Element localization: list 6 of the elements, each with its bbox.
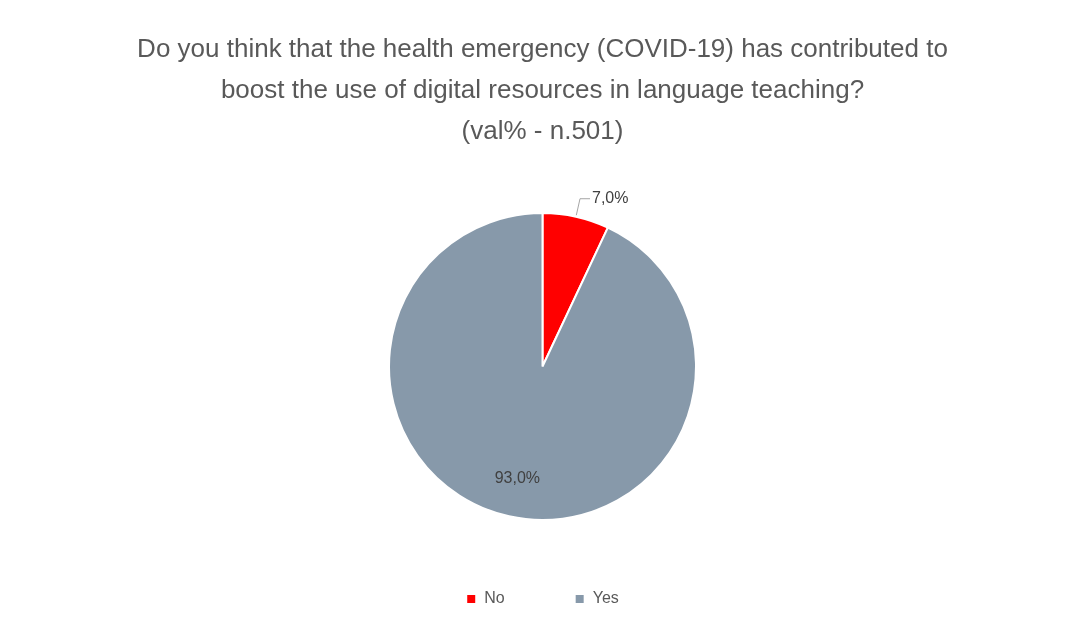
data-label: 93,0% xyxy=(494,469,541,487)
chart-subtitle: (val% - n.501) xyxy=(460,114,625,147)
legend-label: No xyxy=(484,589,505,607)
chart-title: Do you think that the health emergency (COVID-19) has contributed to boost the use of digital resources in language teaching? xyxy=(136,32,949,106)
data-label: 7,0% xyxy=(592,189,629,207)
legend-label: Yes xyxy=(592,589,619,607)
